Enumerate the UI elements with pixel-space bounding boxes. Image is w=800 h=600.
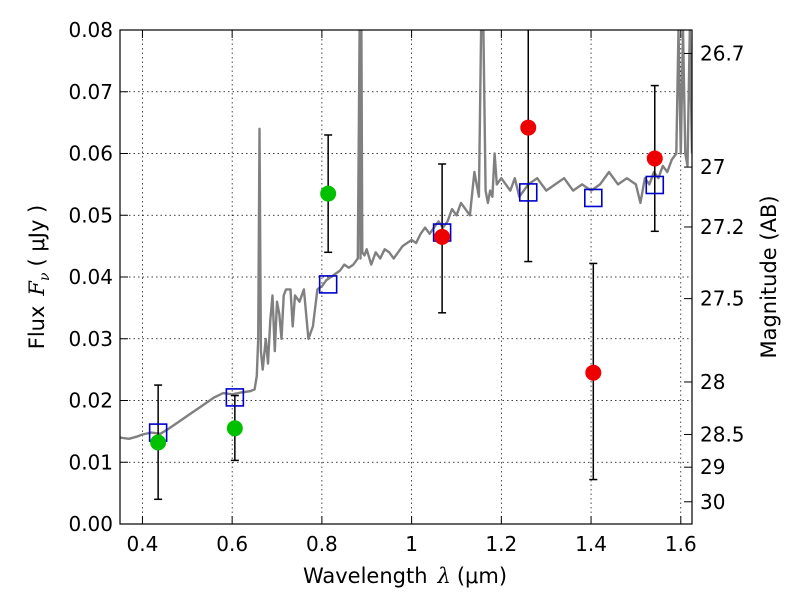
x-tick-label: 0.6	[216, 532, 248, 556]
model-photometry-square	[318, 275, 338, 294]
y2-tick-label: 30	[700, 490, 725, 514]
y-tick-label: 0.04	[68, 265, 113, 289]
model-photometry-square	[645, 175, 665, 195]
nir-photometry-point	[646, 150, 663, 167]
axes: 0.4 0.6 0.8 1 1.2 1.4 1.6 0.00 0.01 0.02 0.03 0.04 0…	[68, 18, 744, 556]
model-photometry-square	[584, 188, 603, 208]
spectrum-line	[120, 30, 692, 440]
model-photometry-square	[518, 183, 538, 202]
optical-photometry-point	[150, 434, 167, 451]
y2-tick-label: 27	[700, 155, 725, 179]
x-tick-label: 0.8	[306, 532, 338, 556]
y-tick-label: 0.01	[68, 450, 113, 474]
optical-photometry-point	[226, 420, 243, 437]
x-tick-label: 1	[405, 532, 418, 556]
y2-tick-label: 29	[700, 455, 725, 479]
y2-tick-label: 28.5	[700, 422, 745, 446]
y-tick-label: 0.02	[68, 389, 113, 413]
y2-axis-label: Magnitude (AB)	[757, 195, 781, 358]
nir-photometry-point	[434, 228, 451, 245]
x-tick-label: 1.2	[485, 532, 517, 556]
y-tick-label: 0.00	[68, 512, 113, 536]
y2-tick-label: 27.2	[700, 215, 745, 239]
y-tick-label: 0.03	[68, 327, 113, 351]
x-tick-label: 1.6	[665, 532, 697, 556]
data-markers	[148, 119, 665, 451]
x-tick-label: 0.4	[127, 532, 159, 556]
y-tick-label: 0.08	[68, 18, 113, 42]
nir-photometry-point	[585, 364, 602, 381]
optical-photometry-point	[320, 185, 337, 202]
model-photometry-square	[225, 388, 245, 407]
y2-tick-label: 26.7	[700, 41, 745, 65]
nir-photometry-point	[520, 119, 537, 136]
x-tick-label: 1.4	[575, 532, 607, 556]
y-axis-label: FluxFν( μJy )	[25, 205, 53, 349]
x-axis-label: Wavelength λ (μm)	[303, 564, 507, 588]
y2-tick-label: 27.5	[700, 287, 745, 311]
y2-tick-label: 28	[700, 370, 725, 394]
plot-area	[120, 30, 692, 440]
y-tick-label: 0.05	[68, 203, 113, 227]
y-tick-label: 0.06	[68, 142, 113, 166]
y-tick-label: 0.07	[68, 80, 113, 104]
